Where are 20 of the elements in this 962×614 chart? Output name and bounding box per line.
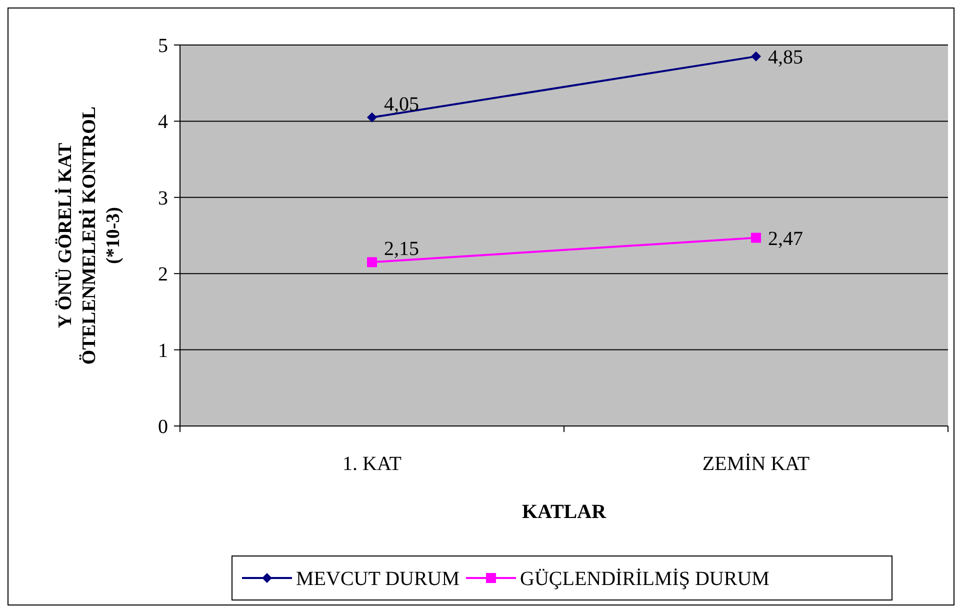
y-tick-label: 0 xyxy=(158,416,168,438)
data-label: 4,85 xyxy=(768,46,803,68)
y-tick-label: 5 xyxy=(158,35,168,57)
point xyxy=(367,112,377,122)
legend-label: GÜÇLENDİRİLMİŞ DURUM xyxy=(520,568,770,590)
y-tick-label: 2 xyxy=(158,264,168,286)
point xyxy=(751,232,761,243)
data-label: 2,47 xyxy=(768,228,803,250)
y-tick-label: 4 xyxy=(158,111,168,134)
y-axis-title: Y ÖNÜ GÖRELİ KAT ÖTELENMELERİ KONTROL (*10-3) xyxy=(54,106,124,365)
legend-label: MEVCUT DURUM xyxy=(296,568,460,590)
point xyxy=(751,51,761,62)
y-tick-label: 3 xyxy=(158,187,168,210)
data-label: 2,15 xyxy=(384,238,419,260)
x-axis-title: KATLAR xyxy=(522,501,607,523)
y-tick-label: 1 xyxy=(158,340,168,362)
data-label: 4,05 xyxy=(384,93,419,116)
x-tick-label: ZEMİN KAT xyxy=(702,453,810,475)
point xyxy=(367,257,377,268)
x-tick-label: 1. KAT xyxy=(342,453,402,475)
